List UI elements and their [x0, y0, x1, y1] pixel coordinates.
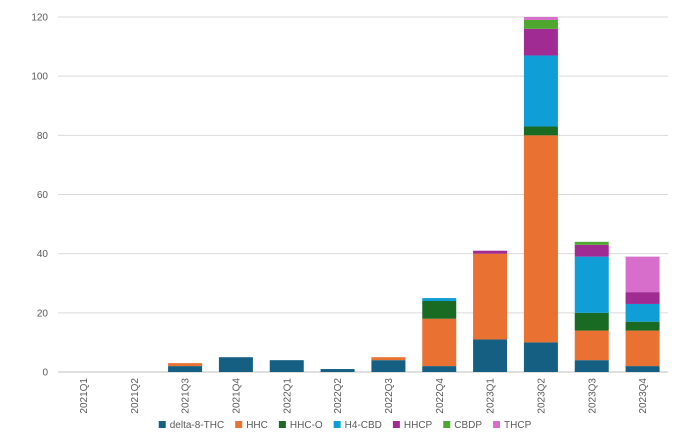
bar-segment [574, 312, 609, 331]
legend: delta-8-THC HHC HHC-O H4-CBD HHCP CBDP THCP [158, 420, 532, 431]
bar-segment [168, 363, 203, 367]
y-tick-label: 20 [37, 308, 49, 319]
x-tick-label: 2022Q3 [384, 378, 395, 414]
bar-segment [371, 357, 406, 361]
y-tick-label: 60 [37, 190, 49, 201]
legend-label: CBDP [454, 420, 482, 431]
legend-item: HHC [235, 420, 268, 431]
x-tick-label: 2023Q2 [536, 378, 547, 414]
bar-segment [422, 318, 457, 367]
bar-segment [523, 126, 558, 136]
legend-swatch [158, 421, 166, 428]
bar-segment [625, 366, 660, 372]
y-tick-label: 120 [31, 13, 48, 24]
legend-swatch [392, 421, 400, 428]
x-tick-label: 2023Q1 [486, 378, 497, 414]
legend-item: H4-CBD [333, 420, 382, 431]
x-tick-label: 2021Q4 [231, 378, 242, 414]
bar-segment [523, 55, 558, 127]
bar-segment [625, 256, 660, 293]
legend-label: HHC-O [290, 420, 323, 431]
bar-segment [422, 366, 457, 372]
bar-segment [523, 28, 558, 56]
legend-swatch [443, 421, 451, 428]
bars [168, 17, 660, 372]
legend-item: delta-8-THC [158, 420, 224, 431]
x-tick-label: 2023Q3 [587, 378, 598, 414]
bar-segment [269, 360, 304, 372]
x-tick-label: 2021Q3 [181, 378, 192, 414]
x-tick-label: 2023Q4 [638, 378, 649, 414]
bar-segment [473, 253, 508, 340]
x-tick-label: 2021Q2 [130, 378, 141, 414]
y-tick-label: 0 [42, 368, 48, 379]
bar-segment [625, 321, 660, 331]
x-tick-label: 2022Q2 [333, 378, 344, 414]
legend-item: CBDP [443, 420, 482, 431]
bar-segment [422, 298, 457, 301]
bar-segment [574, 241, 609, 245]
legend-swatch [333, 421, 341, 428]
legend-label: HHCP [404, 420, 433, 431]
bar-segment [168, 366, 203, 372]
legend-item: HHC-O [278, 420, 323, 431]
legend-swatch [278, 421, 286, 428]
x-tick-label: 2022Q1 [282, 378, 293, 414]
legend-label: H4-CBD [345, 420, 382, 431]
bar-segment [625, 330, 660, 367]
bar-segment [523, 19, 558, 29]
bar-segment [574, 360, 609, 372]
y-tick-label: 100 [31, 72, 48, 83]
bar-segment [422, 301, 457, 319]
legend-label: delta-8-THC [170, 420, 224, 431]
gridlines [58, 16, 668, 373]
y-axis: 0 20 40 60 80 100 120 [31, 13, 48, 379]
bar-segment [473, 339, 508, 372]
legend-label: HHC [246, 420, 268, 431]
bar-segment [523, 17, 558, 20]
bar-segment [574, 256, 609, 313]
bar-segment [574, 330, 609, 361]
legend-label: THCP [504, 420, 532, 431]
y-tick-label: 80 [37, 131, 49, 142]
bar-segment [574, 244, 609, 257]
x-tick-label: 2021Q1 [79, 378, 90, 414]
bar-segment [523, 342, 558, 372]
bar-segment [371, 360, 406, 372]
x-tick-label: 2022Q4 [435, 378, 446, 414]
legend-swatch [235, 421, 243, 428]
x-axis: 2021Q1 2021Q2 2021Q3 2021Q4 2022Q1 2022Q2 2022… [79, 378, 649, 414]
bar-segment [218, 357, 253, 372]
bar-segment [523, 135, 558, 343]
bar-segment [625, 303, 660, 322]
legend-swatch [493, 421, 501, 428]
bar-segment [473, 250, 508, 254]
legend-item: THCP [493, 420, 532, 431]
bar-segment [625, 292, 660, 304]
y-tick-label: 40 [37, 249, 49, 260]
bar-segment [320, 369, 355, 372]
legend-item: HHCP [392, 420, 433, 431]
